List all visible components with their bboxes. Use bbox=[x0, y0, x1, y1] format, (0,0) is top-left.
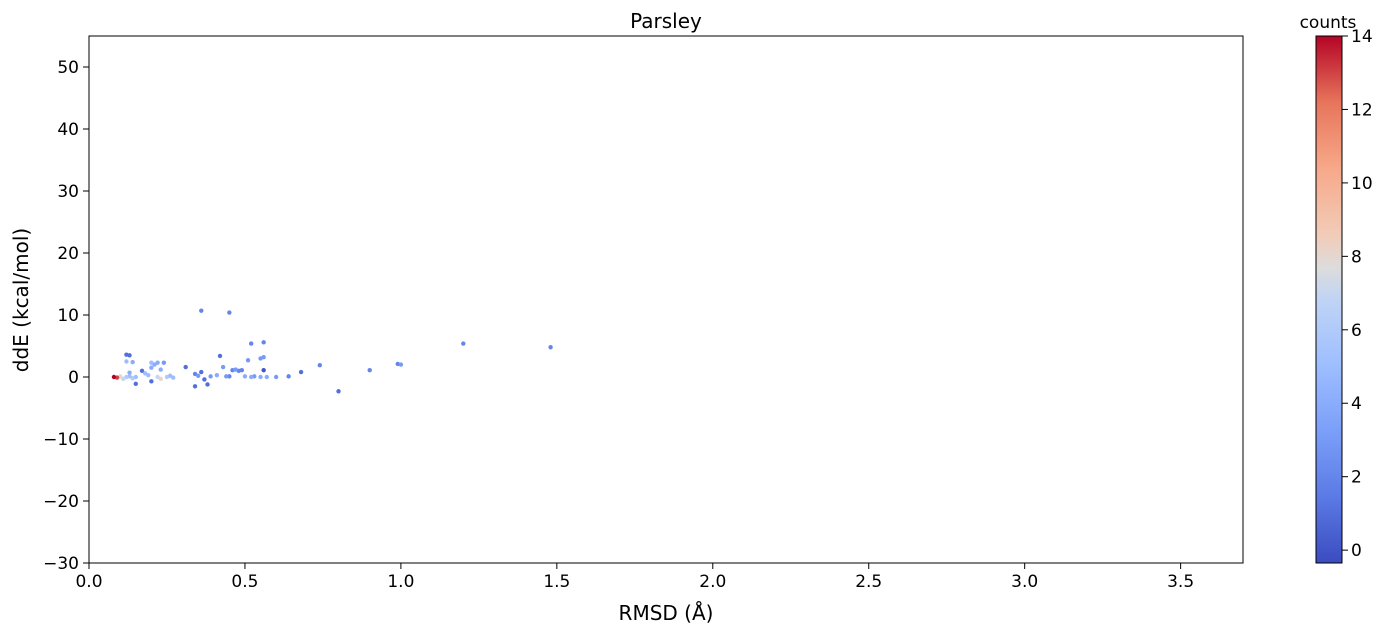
scatter-point bbox=[139, 368, 145, 373]
y-tick-label: 40 bbox=[57, 120, 79, 140]
scatter-point bbox=[205, 382, 210, 387]
y-tick-label: −10 bbox=[43, 430, 79, 450]
scatter-point bbox=[242, 374, 248, 379]
scatter-point bbox=[261, 367, 266, 373]
colorbar-tick-label: 8 bbox=[1351, 247, 1362, 267]
scatter-point bbox=[199, 308, 204, 313]
scatter-point bbox=[224, 374, 229, 379]
scatter-point bbox=[298, 369, 304, 375]
colorbar bbox=[1315, 35, 1343, 564]
scatter-point bbox=[130, 359, 135, 365]
scatter-point bbox=[149, 360, 154, 365]
scatter-point bbox=[548, 345, 553, 350]
scatter-point bbox=[336, 389, 341, 394]
scatter-point bbox=[239, 367, 245, 373]
y-tick-label: 30 bbox=[57, 182, 79, 202]
scatter-point bbox=[317, 363, 322, 368]
colorbar-tick-label: 10 bbox=[1351, 174, 1373, 194]
colorbar-tick-label: 2 bbox=[1351, 468, 1362, 488]
colorbar-tick-label: 14 bbox=[1351, 27, 1373, 47]
scatter-point bbox=[155, 360, 160, 365]
y-tick-label: −20 bbox=[43, 492, 79, 512]
scatter-point bbox=[227, 310, 232, 315]
x-axis-ticks: 0.0 0.5 1.0 1.5 2.0 2.5 3.0 3.5 bbox=[75, 563, 1194, 592]
colorbar-tick-label: 0 bbox=[1351, 541, 1362, 561]
scatter-point bbox=[149, 365, 154, 370]
scatter-point bbox=[367, 367, 372, 373]
plot-area bbox=[88, 35, 1244, 564]
scatter-point bbox=[195, 373, 201, 378]
scatter-point bbox=[130, 376, 135, 381]
x-tick-label: 3.0 bbox=[1011, 572, 1038, 592]
scatter-point bbox=[111, 374, 117, 380]
scatter-point bbox=[245, 358, 251, 363]
scatter-point bbox=[217, 353, 223, 359]
x-tick-label: 2.5 bbox=[855, 572, 882, 592]
scatter-point bbox=[121, 376, 126, 382]
scatter-point bbox=[273, 374, 279, 380]
x-tick-label: 1.0 bbox=[387, 572, 414, 592]
scatter-point bbox=[158, 376, 163, 382]
scatter-point bbox=[264, 374, 269, 380]
scatter-point bbox=[133, 381, 138, 387]
scatter-point bbox=[124, 359, 129, 364]
x-axis-label: RMSD (Å) bbox=[619, 601, 714, 625]
y-tick-label: 0 bbox=[68, 368, 79, 388]
scatter-point bbox=[171, 375, 176, 380]
scatter-point bbox=[261, 340, 266, 345]
scatter-point bbox=[127, 370, 132, 375]
chart-title: Parsley bbox=[630, 9, 702, 33]
scatter-point bbox=[286, 374, 291, 379]
scatter-point bbox=[233, 367, 238, 372]
scatter-point bbox=[398, 362, 404, 367]
scatter-point bbox=[248, 341, 254, 346]
scatter-point bbox=[158, 367, 163, 372]
x-tick-label: 0.5 bbox=[231, 572, 258, 592]
colorbar-tick-label: 6 bbox=[1351, 321, 1362, 341]
scatter-point bbox=[214, 372, 220, 378]
scatter-point bbox=[183, 364, 188, 370]
scatter-point bbox=[461, 341, 466, 346]
scatter-point bbox=[146, 372, 151, 378]
scatter-point bbox=[248, 374, 254, 380]
y-axis-label: ddE (kcal/mol) bbox=[9, 228, 33, 372]
scatter-points bbox=[111, 308, 553, 394]
scatter-point bbox=[199, 369, 204, 375]
y-tick-label: 50 bbox=[57, 58, 79, 78]
x-tick-label: 1.5 bbox=[543, 572, 570, 592]
x-tick-label: 3.5 bbox=[1167, 572, 1194, 592]
colorbar-ticks: 0 2 4 6 8 10 12 14 bbox=[1342, 27, 1373, 561]
colorbar-tick-label: 4 bbox=[1351, 394, 1362, 414]
scatter-point bbox=[164, 374, 170, 380]
y-tick-label: −30 bbox=[43, 554, 79, 574]
scatter-point bbox=[208, 374, 213, 379]
x-tick-label: 0.0 bbox=[75, 572, 102, 592]
colorbar-label: counts bbox=[1300, 13, 1357, 33]
scatter-point bbox=[149, 379, 154, 384]
colorbar-tick-label: 12 bbox=[1351, 100, 1373, 120]
scatter-point bbox=[161, 360, 167, 365]
scatter-point bbox=[258, 374, 263, 380]
scatter-point bbox=[127, 353, 132, 358]
scatter-point bbox=[227, 374, 232, 379]
x-tick-label: 2.0 bbox=[699, 572, 726, 592]
scatter-point bbox=[202, 377, 207, 382]
scatter-point bbox=[261, 354, 266, 360]
y-tick-label: 10 bbox=[57, 306, 79, 326]
y-axis-ticks: −30 −20 −10 0 10 20 30 40 50 bbox=[43, 58, 89, 574]
scatter-point bbox=[220, 364, 226, 370]
scatter-point bbox=[192, 384, 198, 389]
y-tick-label: 20 bbox=[57, 244, 79, 264]
